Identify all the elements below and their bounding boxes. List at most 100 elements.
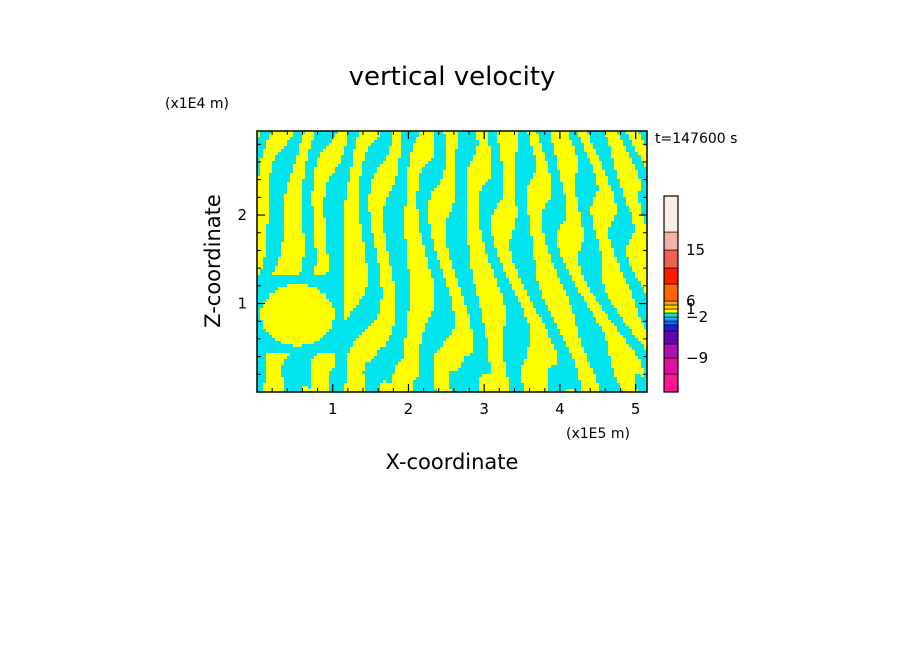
field-cell — [467, 227, 480, 231]
field-cell — [347, 317, 378, 321]
field-cell — [602, 272, 624, 276]
field-cell — [536, 161, 549, 165]
field-cell — [548, 251, 561, 255]
field-cell — [488, 131, 498, 135]
field-cell — [536, 167, 549, 171]
field-cell — [371, 188, 393, 192]
field-cell — [614, 218, 633, 222]
field-cell — [479, 191, 504, 195]
field-cell — [617, 380, 636, 384]
field-cell — [575, 365, 591, 369]
field-cell — [548, 377, 579, 381]
field-cell — [578, 335, 606, 339]
field-cell — [419, 350, 438, 354]
field-cell — [596, 380, 618, 384]
field-cell — [257, 164, 261, 168]
field-cell — [632, 212, 642, 216]
field-cell — [329, 383, 345, 387]
field-cell — [383, 224, 405, 228]
field-cell — [260, 158, 276, 162]
field-cell — [419, 230, 432, 234]
field-cell — [641, 206, 647, 210]
field-cell — [416, 194, 432, 198]
field-cell — [623, 140, 633, 144]
field-cell — [446, 164, 456, 168]
field-cell — [479, 305, 507, 309]
field-cell — [620, 383, 636, 387]
field-cell — [467, 188, 483, 192]
field-cell — [596, 317, 609, 321]
field-cell — [554, 152, 576, 156]
field-cell — [353, 155, 366, 159]
field-cell — [578, 371, 594, 375]
field-cell — [551, 179, 561, 183]
field-cell — [608, 317, 624, 321]
field-cell — [395, 302, 411, 306]
field-cell — [395, 176, 408, 180]
field-cell — [455, 185, 468, 189]
field-cell — [359, 188, 372, 192]
field-cell — [515, 266, 537, 270]
field-cell — [437, 251, 450, 255]
field-cell — [257, 176, 270, 180]
field-cell — [380, 266, 393, 270]
field-cell — [635, 353, 647, 357]
field-cell — [476, 131, 489, 135]
field-cell — [407, 248, 426, 252]
field-cell — [527, 209, 543, 213]
field-cell — [398, 173, 408, 177]
field-cell — [380, 302, 396, 306]
field-cell — [554, 146, 576, 150]
field-cell — [545, 155, 558, 159]
field-cell — [503, 356, 528, 360]
field-cell — [257, 131, 261, 135]
field-cell — [620, 179, 642, 183]
field-cell — [590, 140, 609, 144]
field-cell — [575, 389, 582, 392]
field-cell — [302, 182, 315, 186]
field-cell — [467, 176, 492, 180]
field-cell — [374, 236, 387, 240]
colorbar-segment — [663, 300, 679, 306]
field-cell — [419, 209, 429, 213]
field-cell — [257, 170, 261, 174]
field-cell — [410, 164, 426, 168]
field-cell — [257, 317, 261, 321]
field-cell — [272, 272, 300, 276]
field-cell — [566, 263, 579, 267]
field-cell — [479, 203, 498, 207]
field-cell — [617, 173, 639, 177]
field-cell — [593, 368, 615, 372]
field-cell — [644, 323, 647, 327]
field-cell — [335, 365, 348, 369]
field-cell — [407, 185, 420, 189]
field-cell — [365, 152, 390, 156]
colorbar-segment — [663, 249, 679, 269]
field-cell — [584, 227, 594, 231]
field-cell — [449, 251, 471, 255]
field-cell — [470, 317, 483, 321]
field-cell — [281, 371, 312, 375]
field-cell — [365, 374, 393, 378]
field-cell — [344, 296, 363, 300]
field-cell — [542, 209, 567, 213]
field-cell — [545, 233, 558, 237]
field-cell — [452, 389, 468, 392]
field-cell — [503, 176, 516, 180]
field-cell — [569, 134, 579, 138]
field-cell — [611, 149, 627, 153]
field-cell — [344, 311, 351, 315]
field-cell — [314, 356, 336, 360]
field-cell — [626, 245, 647, 249]
field-cell — [407, 263, 429, 267]
field-cell — [551, 176, 561, 180]
field-cell — [602, 260, 618, 264]
field-cell — [566, 290, 579, 294]
field-cell — [344, 209, 360, 213]
field-cell — [305, 233, 315, 237]
field-cell — [542, 224, 561, 228]
field-cell — [533, 146, 543, 150]
field-cell — [485, 332, 504, 336]
field-cell — [419, 134, 435, 138]
field-cell — [302, 188, 315, 192]
